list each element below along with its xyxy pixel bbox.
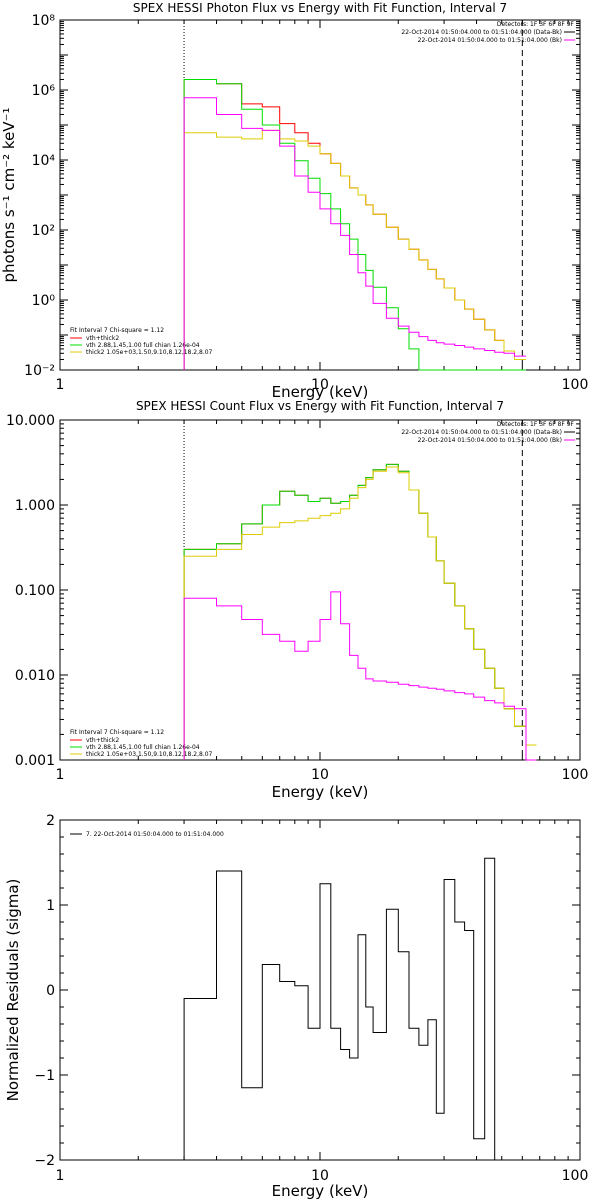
x-tick-label: 1: [56, 1168, 65, 1184]
legend-label: vth 2.88,1.45,1.00 full chian 1.26e-04: [86, 744, 200, 751]
x-axis-label: Energy (keV): [272, 1182, 369, 1200]
data-interval-label: 22-Oct-2014 01:50:04.000 to 01:51:04.000…: [401, 29, 562, 36]
y-tick-label: 0.010: [15, 668, 55, 684]
x-axis-label: Energy (keV): [272, 383, 369, 401]
x-tick-label: 100: [562, 767, 589, 783]
series-vth-thick2: [183, 79, 526, 370]
detectors-label: Detectors: 1F 3F 6F 8F 9F: [497, 421, 575, 428]
series-thick2: [183, 466, 537, 760]
legend-label: 7. 22-Oct-2014 01:50:04.000 to 01:51:04.…: [86, 831, 224, 838]
x-tick-label: 100: [562, 377, 589, 393]
y-tick-label: −1: [34, 1068, 55, 1084]
legend-label: vth 2.88,1.45,1.00 full chian 1.26e-04: [86, 342, 200, 349]
series-bk: [183, 591, 537, 761]
y-tick-label: 0: [46, 983, 55, 999]
bkg-interval-label: 22-Oct-2014 01:50:04.000 to 01:51:04.000…: [418, 37, 562, 44]
x-tick-label: 10: [311, 767, 329, 783]
y-tick-label: 10⁻²: [24, 363, 55, 379]
bkg-interval-label: 22-Oct-2014 01:50:04.000 to 01:51:04.000…: [418, 437, 562, 444]
series-bk: [183, 97, 526, 370]
series-vth: [183, 79, 526, 371]
photon-flux-panel: SPEX HESSI Photon Flux vs Energy with Fi…: [0, 1, 588, 401]
count-flux-panel: SPEX HESSI Count Flux vs Energy with Fit…: [6, 399, 588, 801]
legend-label: vth+thick2: [86, 335, 119, 342]
x-axis-label: Energy (keV): [272, 783, 369, 801]
series-thick2: [183, 129, 526, 370]
legend-label: vth+thick2: [86, 737, 119, 744]
series-vth: [183, 463, 537, 761]
plot-frame: [59, 419, 581, 761]
x-tick-label: 1: [56, 767, 65, 783]
y-tick-label: 10⁴: [32, 153, 56, 169]
y-tick-label: 1: [46, 898, 55, 914]
series-7-22-oct-2014-01-50-04-000-to-01-51-04-000: [183, 857, 526, 1161]
residuals-panel: 1 10 100 −2 −1 0 1 2 Energy (keV) Normal…: [4, 813, 588, 1200]
y-tick-label: 10⁶: [32, 83, 56, 99]
fit-legend-header: Fit Interval 7 Chi-square = 1.12: [70, 327, 164, 334]
chart-marks: [59, 20, 580, 1161]
detectors-label: Detectors: 1F 3F 6F 8F 9F: [497, 21, 575, 28]
series-vth-thick2: [183, 463, 537, 761]
y-tick-label: 2: [46, 813, 55, 829]
y-tick-label: 1.000: [15, 498, 55, 514]
x-tick-label: 10: [311, 377, 329, 393]
chart-title: SPEX HESSI Count Flux vs Energy with Fit…: [136, 399, 504, 413]
chart-title: SPEX HESSI Photon Flux vs Energy with Fi…: [133, 1, 507, 15]
y-tick-label: 0.100: [15, 583, 55, 599]
legend-label: thick2 1.05e+03,1.50,9.10,8.12,18.2,8.07: [86, 349, 213, 356]
x-tick-label: 1: [56, 377, 65, 393]
data-interval-label: 22-Oct-2014 01:50:04.000 to 01:51:04.000…: [401, 429, 562, 436]
fit-legend-header: Fit Interval 7 Chi-square = 1.12: [70, 729, 164, 736]
legend-label: thick2 1.05e+03,1.50,9.10,8.12,18.2,8.07: [86, 751, 213, 758]
x-tick-label: 10: [311, 1168, 329, 1184]
y-tick-label: 10⁸: [32, 13, 56, 29]
y-axis-label: photons s⁻¹ cm⁻² keV⁻¹: [0, 108, 18, 283]
y-axis-label: Normalized Residuals (sigma): [4, 879, 22, 1102]
y-tick-label: 10⁰: [32, 293, 56, 309]
y-tick-label: 0.001: [15, 753, 55, 769]
y-tick-label: 10.000: [6, 413, 55, 429]
y-tick-label: −2: [34, 1153, 55, 1169]
y-tick-label: 10²: [32, 223, 55, 239]
x-tick-label: 100: [562, 1168, 589, 1184]
